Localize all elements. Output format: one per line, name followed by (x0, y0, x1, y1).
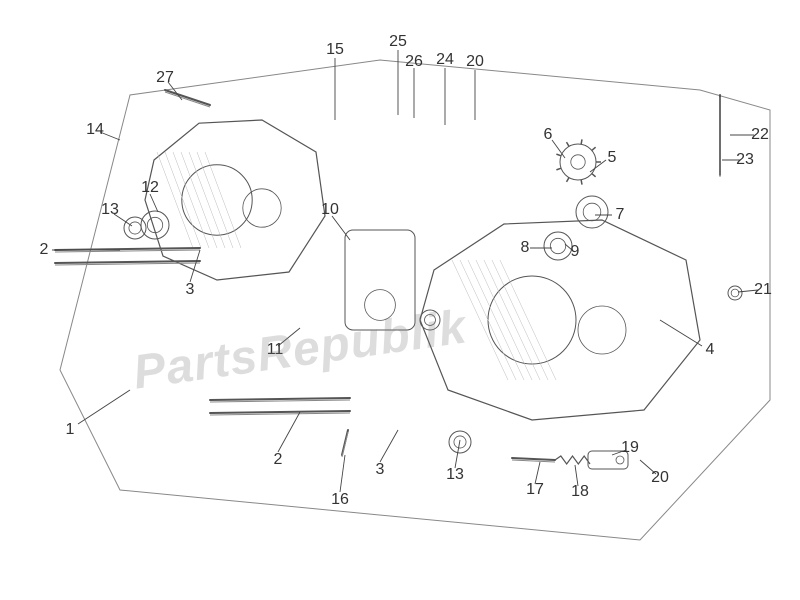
callout-25: 25 (389, 33, 407, 51)
callout-2: 2 (274, 451, 283, 469)
parts-layer (0, 0, 800, 600)
callout-2: 2 (40, 241, 49, 259)
callout-11: 11 (267, 341, 284, 359)
callout-22: 22 (751, 126, 769, 144)
callout-10: 10 (321, 201, 339, 219)
callout-12: 12 (141, 179, 159, 197)
callout-24: 24 (436, 51, 454, 69)
watermark-text: PartsRepublik (130, 299, 470, 400)
callout-6: 6 (544, 126, 553, 144)
callout-14: 14 (86, 121, 104, 139)
callout-4: 4 (706, 341, 715, 359)
callout-19: 19 (621, 439, 639, 457)
callout-17: 17 (526, 481, 544, 499)
callout-16: 16 (331, 491, 349, 509)
callout-23: 23 (736, 151, 754, 169)
callout-7: 7 (616, 206, 625, 224)
callout-3: 3 (376, 461, 385, 479)
callout-21: 21 (754, 281, 772, 299)
callout-26: 26 (405, 53, 423, 71)
callout-9: 9 (571, 243, 580, 261)
leader-lines (0, 0, 800, 600)
callout-13: 13 (101, 201, 119, 219)
callout-5: 5 (608, 149, 617, 167)
exploded-diagram: 1223345678910111213131415161718192020212… (0, 0, 800, 600)
diagram-boundary (0, 0, 800, 600)
callout-3: 3 (186, 281, 195, 299)
callout-1: 1 (66, 421, 75, 439)
callout-20: 20 (651, 469, 669, 487)
callout-27: 27 (156, 69, 174, 87)
callout-8: 8 (521, 239, 530, 257)
callout-13: 13 (446, 466, 464, 484)
callout-18: 18 (571, 483, 589, 501)
callout-15: 15 (326, 41, 344, 59)
callout-20: 20 (466, 53, 484, 71)
